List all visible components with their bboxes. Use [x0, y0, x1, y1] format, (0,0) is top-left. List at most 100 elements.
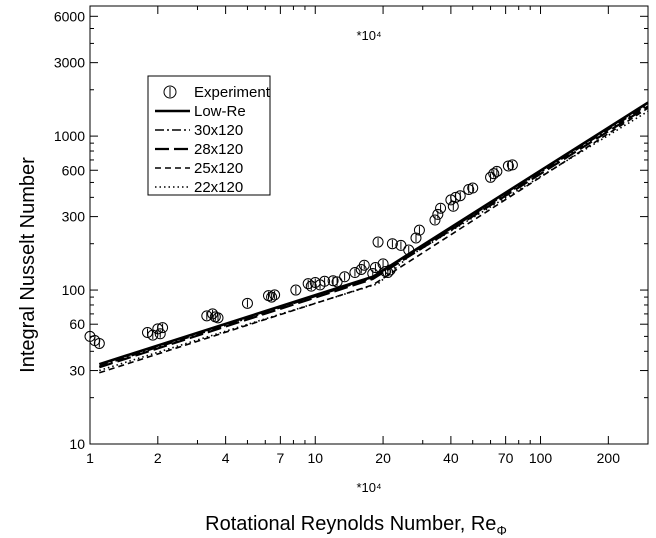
experiment-marker-circle — [377, 258, 389, 270]
experiment-marker-circle — [331, 276, 343, 288]
experiment-point — [491, 165, 503, 177]
experiment-point — [432, 208, 444, 220]
experiment-point — [349, 267, 361, 279]
x-tick-label: 1 — [86, 450, 94, 466]
experiment-point — [447, 200, 459, 212]
x-multiplier-bottom: *10⁴ — [356, 480, 381, 495]
x-tick-label: 40 — [443, 450, 459, 466]
legend-label: 22x120 — [194, 179, 243, 196]
x-tick-label: 7 — [276, 450, 284, 466]
experiment-marker-circle — [367, 268, 379, 280]
experiment-point — [339, 271, 351, 283]
experiment-marker-circle — [93, 337, 105, 349]
y-axis-title: Integral Nusselt Number — [17, 157, 39, 373]
experiment-point — [302, 278, 314, 290]
y-tick-label: 1000 — [54, 128, 85, 144]
y-tick-label: 30 — [69, 363, 85, 379]
series-layer — [84, 101, 649, 374]
experiment-point — [454, 190, 466, 202]
x-axis-title: Rotational Reynolds Number, ReΦ — [205, 513, 507, 538]
y-tick-label: 100 — [62, 282, 86, 298]
legend-label: Low-Re — [194, 103, 246, 120]
experiment-marker-circle — [382, 267, 394, 279]
experiment-point — [410, 232, 422, 244]
y-tick-label: 600 — [62, 162, 86, 178]
experiment-point — [386, 238, 398, 250]
x-tick-label: 70 — [498, 450, 514, 466]
experiment-marker-circle — [467, 182, 479, 194]
y-tick-label: 3000 — [54, 55, 85, 71]
experiment-point — [290, 284, 302, 296]
experiment-point — [157, 322, 169, 334]
experiment-marker-circle — [327, 275, 339, 287]
experiment-point — [506, 159, 518, 171]
experiment-point — [201, 310, 213, 322]
legend-label: 30x120 — [194, 122, 243, 139]
experiment-point — [212, 312, 224, 324]
experiment-marker-circle — [290, 284, 302, 296]
y-tick-label: 6000 — [54, 8, 85, 24]
experiment-marker-circle — [491, 165, 503, 177]
experiment-marker-circle — [403, 244, 415, 256]
experiment-point — [266, 291, 278, 303]
x-multiplier-top: *10⁴ — [356, 28, 381, 43]
y-tick-label: 300 — [62, 209, 86, 225]
legend-label: Experiment — [194, 84, 271, 101]
experiment-point — [429, 214, 441, 226]
experiment-marker-circle — [358, 259, 370, 271]
experiment-point — [413, 224, 425, 236]
experiment-marker-circle — [154, 328, 166, 340]
experiment-marker-circle — [413, 224, 425, 236]
experiment-point — [319, 275, 331, 287]
experiment-point — [269, 289, 281, 301]
experiment-point — [367, 268, 379, 280]
experiment-point — [327, 275, 339, 287]
experiment-marker-circle — [319, 275, 331, 287]
experiment-marker-circle — [429, 214, 441, 226]
experiment-marker-circle — [435, 202, 447, 214]
experiment-point — [241, 297, 253, 309]
experiment-marker-circle — [157, 322, 169, 334]
y-tick-label: 10 — [69, 436, 85, 452]
x-tick-label: 200 — [597, 450, 621, 466]
experiment-marker-circle — [266, 291, 278, 303]
x-tick-label: 4 — [222, 450, 230, 466]
experiment-marker-circle — [432, 208, 444, 220]
x-tick-label: 20 — [375, 450, 391, 466]
legend: Experiment Low-Re 30x120 28x120 25x120 22x120 — [147, 75, 271, 196]
experiment-point — [369, 262, 381, 274]
experiment-marker-circle — [485, 171, 497, 183]
experiment-point — [488, 168, 500, 180]
experiment-marker-circle — [488, 168, 500, 180]
experiment-point — [403, 244, 415, 256]
experiment-marker-circle — [372, 236, 384, 248]
experiment-point — [331, 276, 343, 288]
experiment-point — [435, 202, 447, 214]
experiment-marker-circle — [502, 160, 514, 172]
experiment-marker-circle — [212, 312, 224, 324]
experiment-point — [467, 182, 479, 194]
experiment-marker-circle — [201, 310, 213, 322]
y-tick-label: 60 — [69, 316, 85, 332]
experiment-marker-circle — [349, 267, 361, 279]
legend-marker-circle — [163, 85, 177, 99]
experiment-point — [384, 264, 396, 276]
experiment-marker-circle — [386, 238, 398, 250]
legend-label: 28x120 — [194, 141, 243, 158]
x-tick-label: 100 — [529, 450, 553, 466]
experiment-marker-circle — [339, 271, 351, 283]
experiment-marker-circle — [269, 289, 281, 301]
x-axis-title-main: Rotational Reynolds Number, Re — [205, 513, 496, 535]
experiment-marker-circle — [506, 159, 518, 171]
experiment-marker-circle — [302, 278, 314, 290]
experiment-point — [93, 337, 105, 349]
x-axis-title-subscript: Φ — [496, 523, 506, 538]
experiment-marker-circle — [305, 280, 317, 292]
experiment-point — [372, 236, 384, 248]
experiment-point — [382, 267, 394, 279]
plot-frame — [89, 5, 649, 445]
tick-labels: 1 2 4 7 10 20 40 70 100 200 10 30 60 100 300 600 1000 300… — [54, 8, 620, 466]
experiment-marker-circle — [384, 264, 396, 276]
x-tick-label: 10 — [307, 450, 323, 466]
